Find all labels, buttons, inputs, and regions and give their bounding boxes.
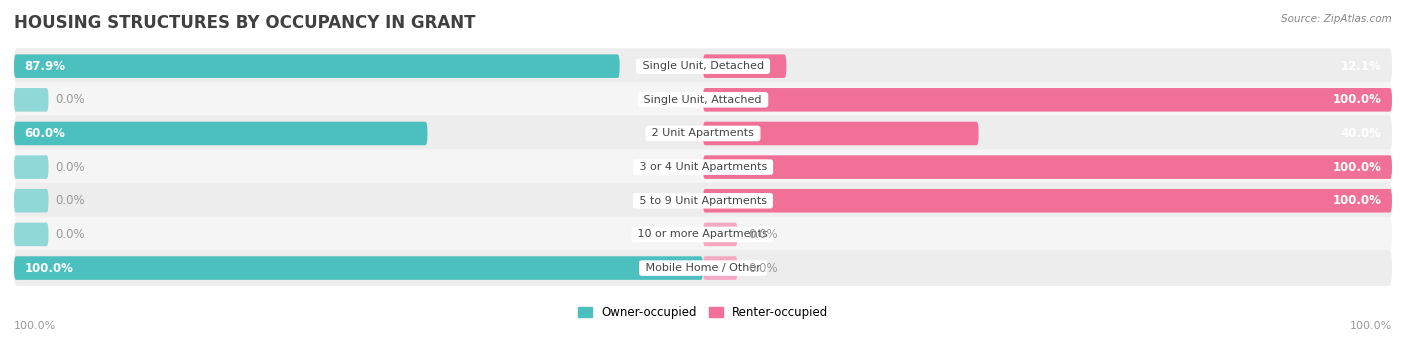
Text: 12.1%: 12.1% bbox=[1341, 60, 1382, 73]
FancyBboxPatch shape bbox=[14, 82, 1392, 118]
Text: 100.0%: 100.0% bbox=[1333, 194, 1382, 207]
FancyBboxPatch shape bbox=[14, 223, 48, 246]
Text: 0.0%: 0.0% bbox=[55, 228, 84, 241]
FancyBboxPatch shape bbox=[703, 122, 979, 145]
Text: 0.0%: 0.0% bbox=[748, 228, 778, 241]
FancyBboxPatch shape bbox=[14, 54, 620, 78]
Text: 0.0%: 0.0% bbox=[55, 161, 84, 174]
Text: 100.0%: 100.0% bbox=[1333, 93, 1382, 106]
Text: Single Unit, Attached: Single Unit, Attached bbox=[641, 95, 765, 105]
Text: Source: ZipAtlas.com: Source: ZipAtlas.com bbox=[1281, 14, 1392, 24]
Text: 2 Unit Apartments: 2 Unit Apartments bbox=[648, 129, 758, 138]
FancyBboxPatch shape bbox=[14, 217, 1392, 252]
FancyBboxPatch shape bbox=[14, 256, 703, 280]
Text: 3 or 4 Unit Apartments: 3 or 4 Unit Apartments bbox=[636, 162, 770, 172]
FancyBboxPatch shape bbox=[14, 116, 1392, 151]
Text: 100.0%: 100.0% bbox=[1333, 161, 1382, 174]
FancyBboxPatch shape bbox=[14, 183, 1392, 219]
FancyBboxPatch shape bbox=[703, 189, 1392, 212]
FancyBboxPatch shape bbox=[14, 189, 48, 212]
FancyBboxPatch shape bbox=[14, 149, 1392, 185]
Text: 0.0%: 0.0% bbox=[748, 262, 778, 275]
Text: 100.0%: 100.0% bbox=[14, 321, 56, 331]
FancyBboxPatch shape bbox=[703, 223, 738, 246]
Text: 0.0%: 0.0% bbox=[55, 194, 84, 207]
Text: 100.0%: 100.0% bbox=[1350, 321, 1392, 331]
Text: 60.0%: 60.0% bbox=[24, 127, 65, 140]
FancyBboxPatch shape bbox=[703, 54, 786, 78]
FancyBboxPatch shape bbox=[14, 48, 1392, 84]
Legend: Owner-occupied, Renter-occupied: Owner-occupied, Renter-occupied bbox=[572, 301, 834, 324]
Text: HOUSING STRUCTURES BY OCCUPANCY IN GRANT: HOUSING STRUCTURES BY OCCUPANCY IN GRANT bbox=[14, 14, 475, 32]
Text: Mobile Home / Other: Mobile Home / Other bbox=[641, 263, 765, 273]
FancyBboxPatch shape bbox=[703, 256, 738, 280]
Text: 87.9%: 87.9% bbox=[24, 60, 66, 73]
Text: 5 to 9 Unit Apartments: 5 to 9 Unit Apartments bbox=[636, 196, 770, 206]
FancyBboxPatch shape bbox=[14, 250, 1392, 286]
FancyBboxPatch shape bbox=[14, 88, 48, 112]
FancyBboxPatch shape bbox=[14, 155, 48, 179]
FancyBboxPatch shape bbox=[14, 122, 427, 145]
Text: 100.0%: 100.0% bbox=[24, 262, 73, 275]
Text: 0.0%: 0.0% bbox=[55, 93, 84, 106]
Text: 40.0%: 40.0% bbox=[1341, 127, 1382, 140]
FancyBboxPatch shape bbox=[703, 88, 1392, 112]
Text: Single Unit, Detached: Single Unit, Detached bbox=[638, 61, 768, 71]
FancyBboxPatch shape bbox=[703, 155, 1392, 179]
Text: 10 or more Apartments: 10 or more Apartments bbox=[634, 229, 772, 239]
